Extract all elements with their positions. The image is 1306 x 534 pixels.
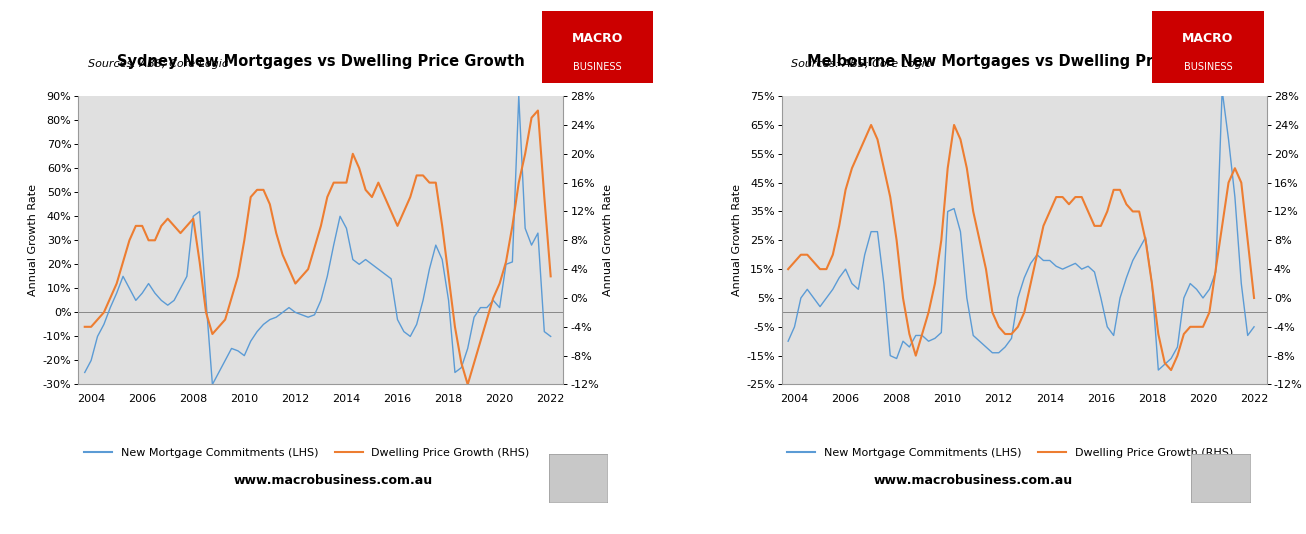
- Text: MACRO: MACRO: [572, 32, 623, 44]
- Y-axis label: Annual Growth Rate: Annual Growth Rate: [29, 184, 38, 296]
- Legend: New Mortgage Commitments (LHS), Dwelling Price Growth (RHS): New Mortgage Commitments (LHS), Dwelling…: [788, 447, 1233, 458]
- Y-axis label: Annual Growth Rate: Annual Growth Rate: [731, 184, 742, 296]
- Text: Sources: ABS; Core Logic: Sources: ABS; Core Logic: [791, 59, 931, 69]
- Legend: New Mortgage Commitments (LHS), Dwelling Price Growth (RHS): New Mortgage Commitments (LHS), Dwelling…: [84, 447, 530, 458]
- Title: Melbourne New Mortgages vs Dwelling Price Growth: Melbourne New Mortgages vs Dwelling Pric…: [807, 53, 1242, 68]
- Y-axis label: Annual Growth Rate: Annual Growth Rate: [603, 184, 614, 296]
- Text: BUSINESS: BUSINESS: [1183, 62, 1233, 72]
- Text: MACRO: MACRO: [1182, 32, 1234, 44]
- Text: Sources: ABS; Core Logic: Sources: ABS; Core Logic: [88, 59, 229, 69]
- Title: Sydney New Mortgages vs Dwelling Price Growth: Sydney New Mortgages vs Dwelling Price G…: [118, 53, 525, 68]
- Text: BUSINESS: BUSINESS: [573, 62, 622, 72]
- Text: www.macrobusiness.com.au: www.macrobusiness.com.au: [234, 474, 432, 487]
- Text: www.macrobusiness.com.au: www.macrobusiness.com.au: [874, 474, 1072, 487]
